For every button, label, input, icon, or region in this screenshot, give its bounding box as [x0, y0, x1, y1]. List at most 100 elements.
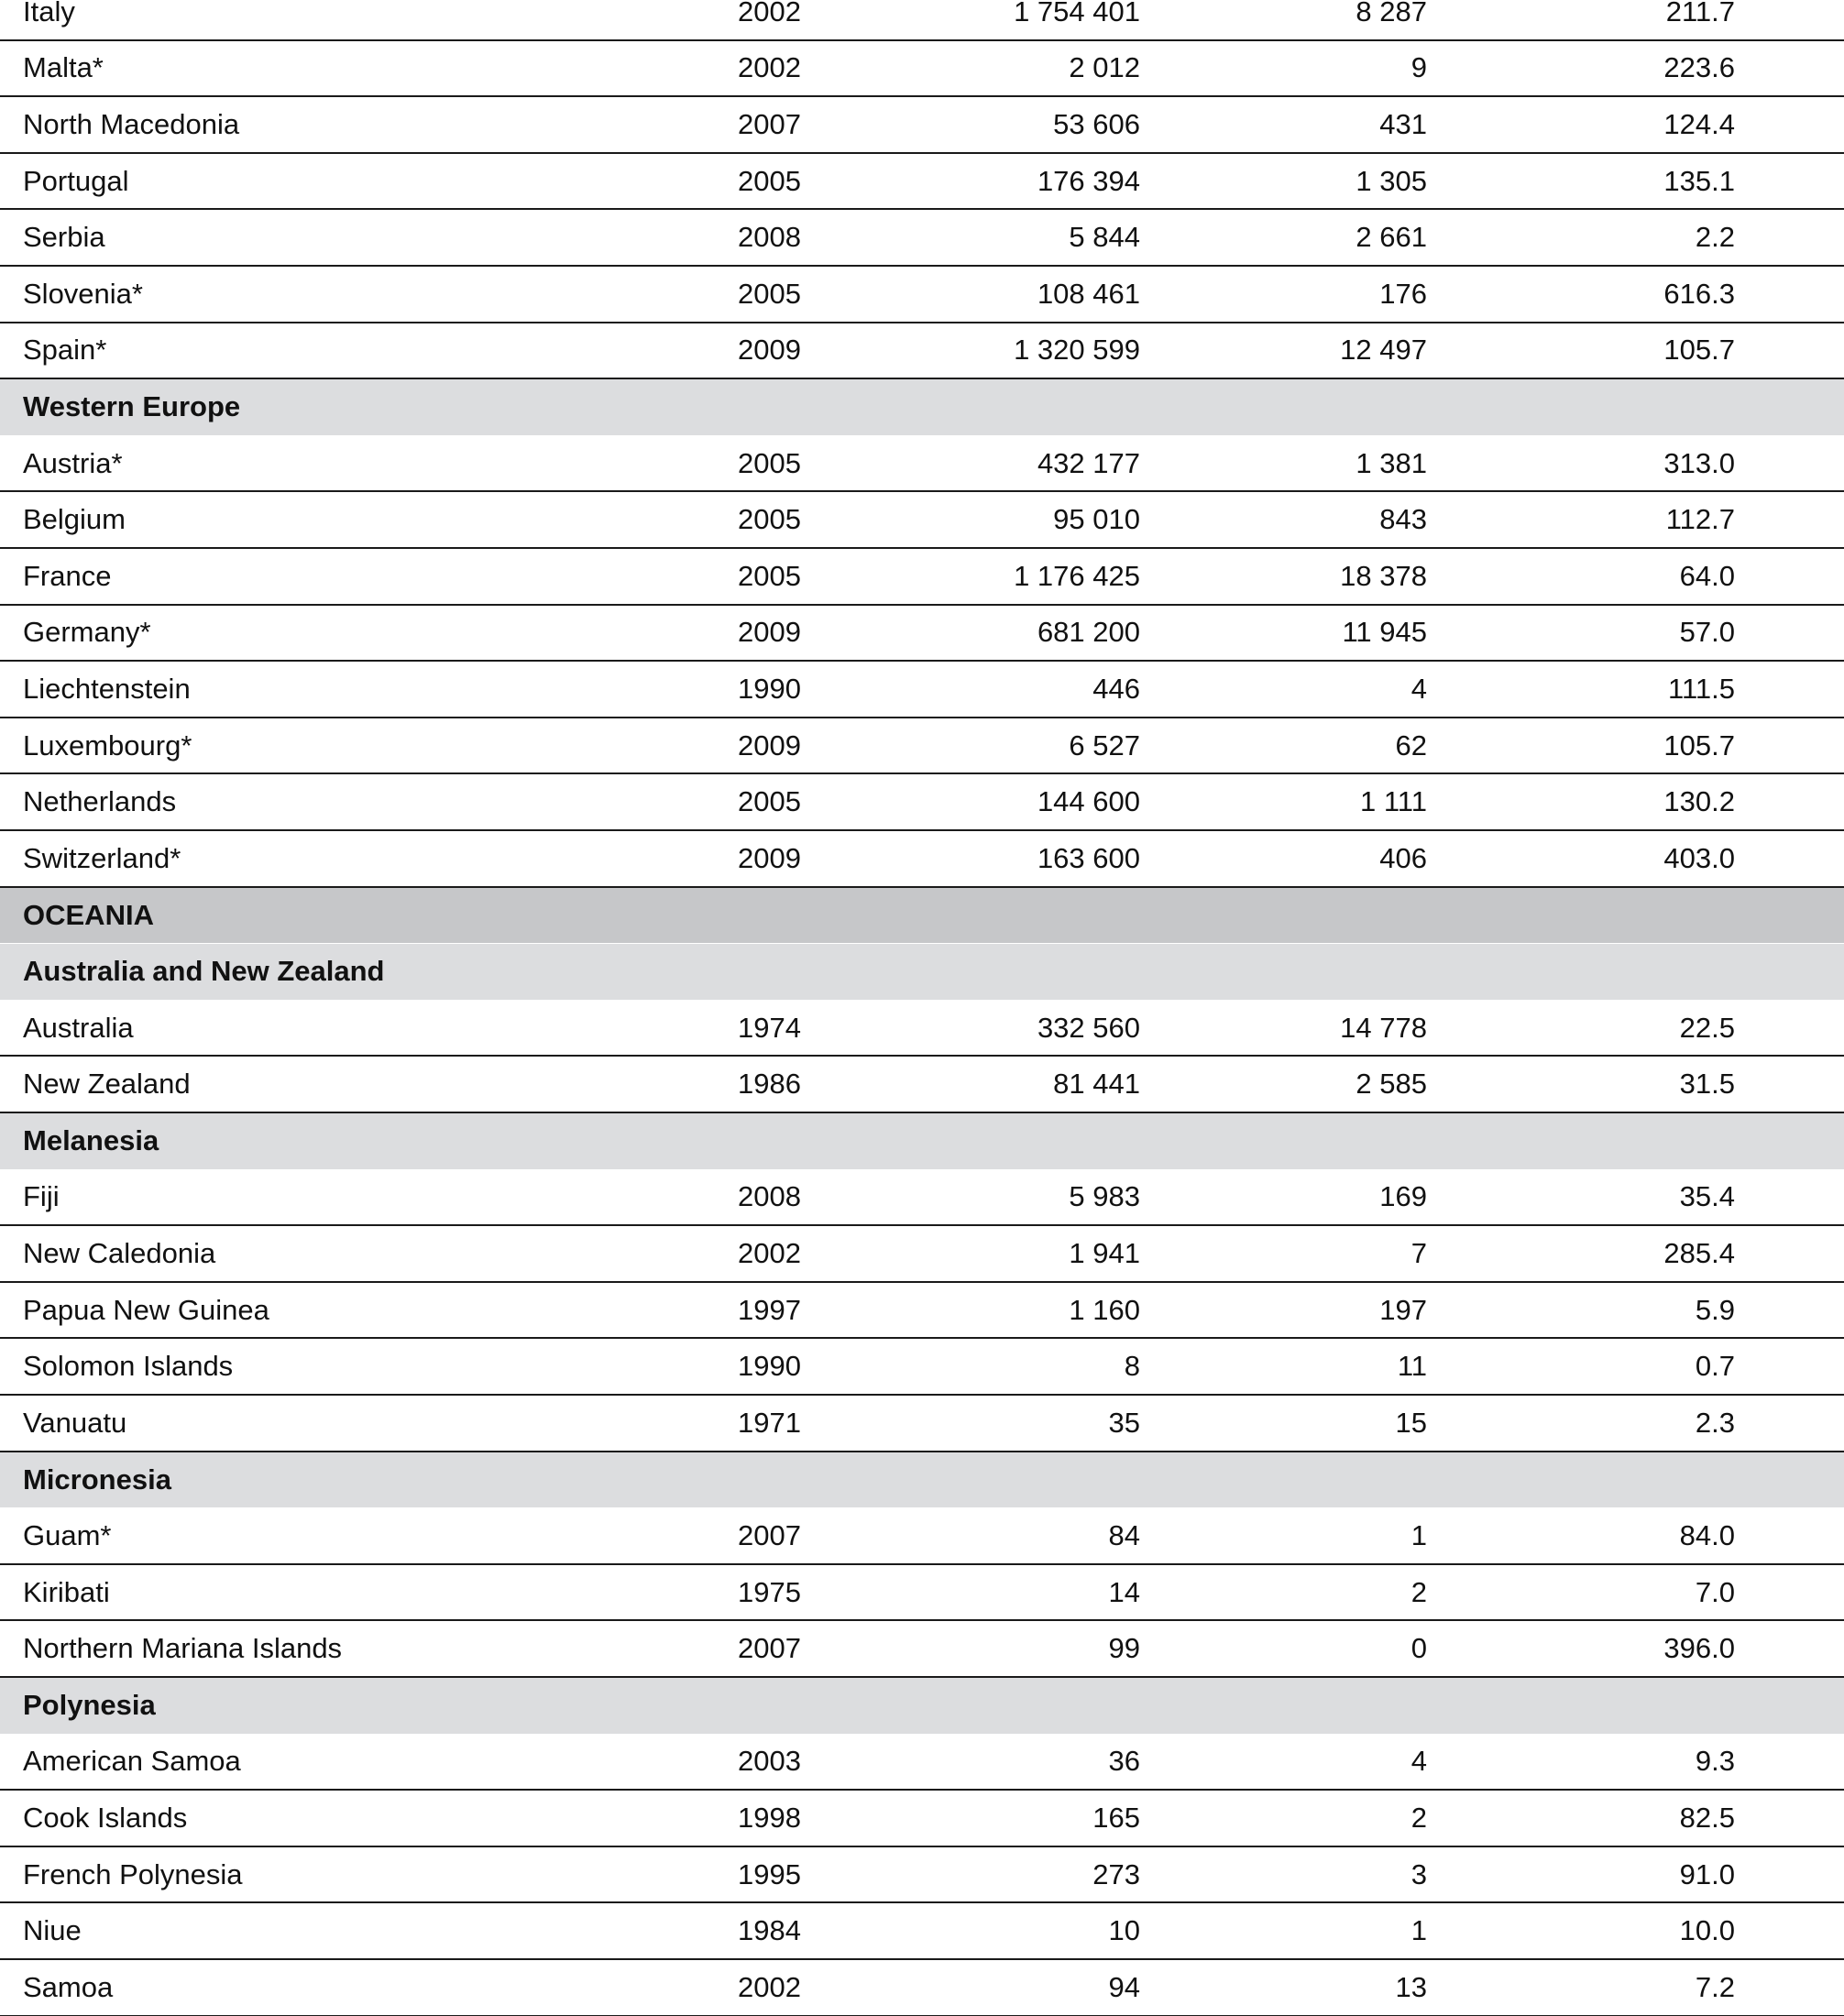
value-cell: 2 661 [1356, 221, 1427, 254]
value-cell: 84.0 [1679, 1518, 1735, 1551]
value-cell: 6 527 [1069, 729, 1140, 761]
value-cell: 332 560 [1037, 1011, 1140, 1044]
subregion-label: Micronesia [23, 1463, 171, 1496]
value-cell: 2 [1410, 1575, 1427, 1608]
value-cell: 108 461 [1037, 277, 1140, 310]
value-cell: 7.0 [1695, 1575, 1735, 1608]
value-cell: 4 [1410, 672, 1427, 705]
value-cell: 84 [1108, 1518, 1140, 1551]
value-cell: 2 585 [1356, 1068, 1427, 1101]
value-cell: 2005 [738, 446, 801, 479]
value-cell: 681 200 [1037, 616, 1140, 649]
value-cell: 82.5 [1679, 1801, 1735, 1834]
value-cell: 446 [1092, 672, 1140, 705]
value-cell: 2009 [738, 334, 801, 367]
value-cell: 2005 [738, 559, 801, 592]
value-cell: 2007 [738, 107, 801, 140]
value-cell: 176 [1379, 277, 1427, 310]
country-cell: North Macedonia [23, 107, 240, 140]
value-cell: 197 [1379, 1293, 1427, 1326]
value-cell: 5.9 [1695, 1293, 1735, 1326]
value-cell: 313.0 [1663, 446, 1735, 479]
value-cell: 396.0 [1663, 1632, 1735, 1665]
table-row: Niue 1984 10 1 10.0 [0, 1903, 1844, 1960]
country-cell: Kiribati [23, 1575, 110, 1608]
table-row: Luxembourg* 2009 6 527 62 105.7 [0, 718, 1844, 775]
value-cell: 11 945 [1342, 616, 1427, 649]
country-cell: Italy [23, 0, 75, 27]
value-cell: 91.0 [1679, 1857, 1735, 1890]
value-cell: 18 378 [1340, 559, 1427, 592]
value-cell: 1974 [738, 1011, 801, 1044]
value-cell: 211.7 [1665, 0, 1735, 27]
value-cell: 13 [1395, 1970, 1427, 2003]
country-cell: Northern Mariana Islands [23, 1632, 343, 1665]
subregion-row: Western Europe [0, 379, 1844, 435]
table-row: Belgium 2005 95 010 843 112.7 [0, 492, 1844, 549]
value-cell: 2007 [738, 1518, 801, 1551]
value-cell: 2 [1410, 1801, 1427, 1834]
value-cell: 285.4 [1663, 1236, 1735, 1269]
value-cell: 8 287 [1356, 0, 1427, 27]
table-row: Liechtenstein 1990 446 4 111.5 [0, 662, 1844, 718]
value-cell: 1 111 [1360, 785, 1427, 818]
table-row: Papua New Guinea 1997 1 160 197 5.9 [0, 1283, 1844, 1340]
value-cell: 0 [1410, 1632, 1427, 1665]
value-cell: 2 012 [1069, 51, 1140, 84]
country-cell: Netherlands [23, 785, 177, 818]
value-cell: 169 [1379, 1180, 1427, 1213]
value-cell: 7 [1410, 1236, 1427, 1269]
table-row: American Samoa 2003 36 4 9.3 [0, 1735, 1844, 1791]
value-cell: 1 754 401 [1014, 0, 1140, 27]
table-row: Australia 1974 332 560 14 778 22.5 [0, 1001, 1844, 1057]
table-row: New Caledonia 2002 1 941 7 285.4 [0, 1226, 1844, 1283]
country-cell: Vanuatu [23, 1406, 127, 1439]
value-cell: 0.7 [1695, 1350, 1735, 1383]
subregion-row: Micronesia [0, 1452, 1844, 1508]
table-row: Austria* 2005 432 177 1 381 313.0 [0, 436, 1844, 493]
value-cell: 144 600 [1037, 785, 1140, 818]
value-cell: 4 [1410, 1745, 1427, 1778]
value-cell: 10.0 [1679, 1914, 1735, 1947]
value-cell: 223.6 [1663, 51, 1735, 84]
value-cell: 1 941 [1069, 1236, 1140, 1269]
subregion-row: Melanesia [0, 1113, 1844, 1169]
value-cell: 105.7 [1663, 729, 1735, 761]
table-row: France 2005 1 176 425 18 378 64.0 [0, 549, 1844, 606]
value-cell: 57.0 [1679, 616, 1735, 649]
value-cell: 1984 [738, 1914, 801, 1947]
value-cell: 1 [1410, 1518, 1427, 1551]
country-cell: Malta* [23, 51, 104, 84]
value-cell: 9 [1410, 51, 1427, 84]
table-row: Solomon Islands 1990 8 11 0.7 [0, 1339, 1844, 1396]
country-cell: Liechtenstein [23, 672, 191, 705]
value-cell: 105.7 [1663, 334, 1735, 367]
value-cell: 5 844 [1069, 221, 1140, 254]
value-cell: 2008 [738, 1180, 801, 1213]
value-cell: 616.3 [1663, 277, 1735, 310]
country-cell: Germany* [23, 616, 151, 649]
value-cell: 1990 [738, 1350, 801, 1383]
value-cell: 1 160 [1069, 1293, 1140, 1326]
table-row: Netherlands 2005 144 600 1 111 130.2 [0, 774, 1844, 831]
value-cell: 2005 [738, 785, 801, 818]
table-row: Malta* 2002 2 012 9 223.6 [0, 41, 1844, 98]
country-cell: Spain* [23, 334, 107, 367]
value-cell: 64.0 [1679, 559, 1735, 592]
subregion-label: Australia and New Zealand [23, 955, 385, 988]
value-cell: 14 778 [1340, 1011, 1427, 1044]
value-cell: 12 497 [1340, 334, 1427, 367]
value-cell: 403.0 [1663, 841, 1735, 874]
value-cell: 2008 [738, 221, 801, 254]
subregion-label: Western Europe [23, 390, 241, 423]
table-row: Samoa 2002 94 13 7.2 [0, 1960, 1844, 2016]
table-row: Spain* 2009 1 320 599 12 497 105.7 [0, 323, 1844, 380]
country-cell: Austria* [23, 446, 123, 479]
value-cell: 432 177 [1037, 446, 1140, 479]
value-cell: 31.5 [1679, 1068, 1735, 1101]
country-cell: Slovenia* [23, 277, 143, 310]
value-cell: 2005 [738, 164, 801, 197]
value-cell: 135.1 [1663, 164, 1735, 197]
region-row: OCEANIA [0, 887, 1844, 944]
